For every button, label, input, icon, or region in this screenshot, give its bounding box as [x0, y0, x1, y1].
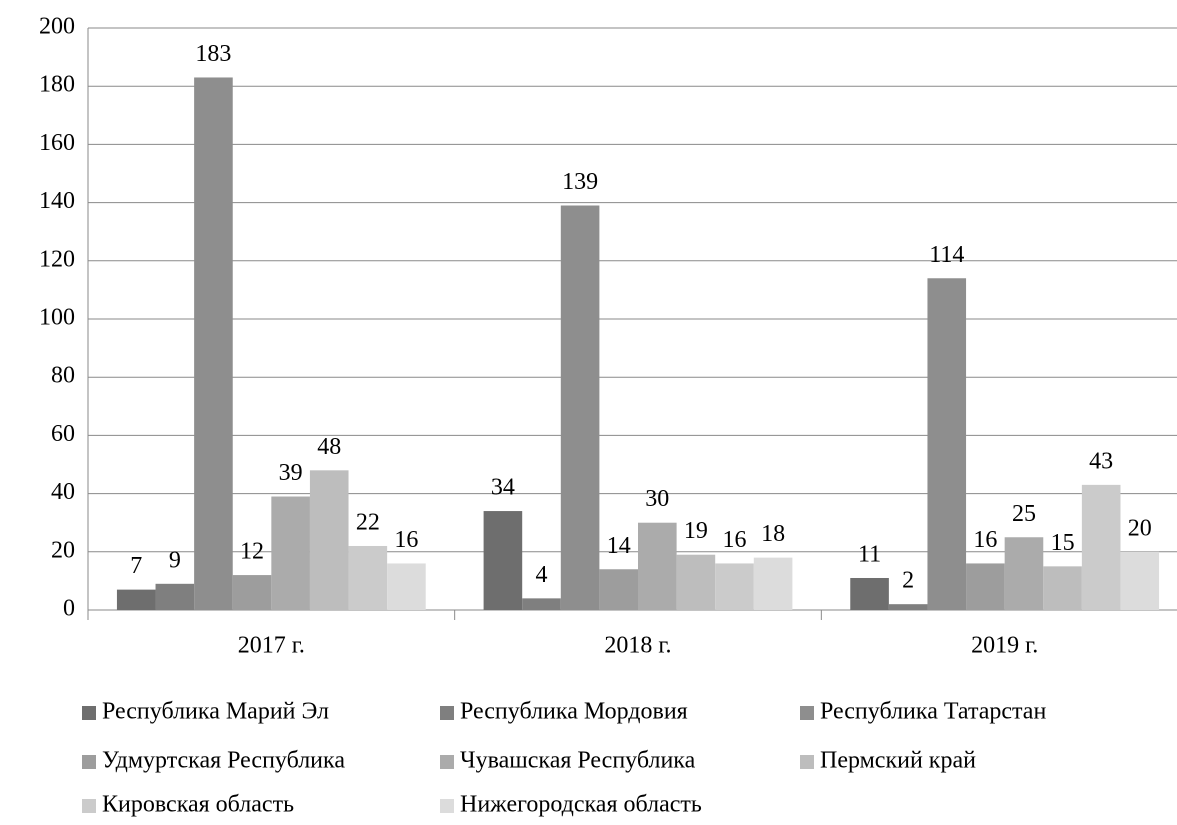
data-label: 16 [723, 527, 747, 553]
legend-swatch [800, 706, 814, 720]
legend-label: Чувашская Республика [460, 748, 696, 774]
data-label: 15 [1051, 530, 1075, 556]
bar [1081, 484, 1121, 610]
bar [1043, 566, 1082, 610]
data-label: 4 [536, 562, 548, 588]
data-label: 20 [1128, 515, 1152, 541]
x-tick-label: 2019 г. [971, 633, 1038, 659]
bar [850, 577, 889, 610]
x-tick-label: 2018 г. [604, 633, 671, 659]
bar [483, 511, 523, 610]
legend-label: Удмуртская Республика [102, 748, 345, 774]
legend-label: Республика Марий Эл [102, 699, 329, 725]
bar [599, 569, 638, 610]
y-tick-label: 60 [51, 421, 75, 447]
bar [232, 575, 272, 610]
legend-swatch [82, 755, 96, 769]
bar [309, 470, 349, 610]
bar [522, 598, 561, 610]
data-label: 7 [130, 553, 142, 579]
bar [927, 278, 967, 610]
y-tick-label: 20 [51, 537, 75, 563]
bar [753, 557, 793, 610]
data-label: 48 [317, 434, 341, 460]
y-tick-label: 160 [39, 130, 75, 156]
data-label: 2 [902, 568, 914, 594]
legend-swatch [440, 706, 454, 720]
legend-swatch [82, 799, 96, 813]
data-label: 9 [169, 547, 181, 573]
data-label: 22 [356, 509, 380, 535]
y-tick-label: 140 [39, 188, 75, 214]
data-label: 183 [195, 41, 231, 67]
data-label: 12 [240, 539, 264, 565]
data-label: 14 [607, 533, 631, 559]
y-tick-label: 120 [39, 246, 75, 272]
bar [966, 563, 1005, 610]
bar [271, 496, 310, 610]
legend-swatch [82, 706, 96, 720]
data-label: 18 [761, 521, 785, 547]
bar [676, 554, 716, 610]
y-tick-label: 200 [39, 14, 75, 40]
data-label: 30 [645, 486, 669, 512]
y-tick-label: 0 [63, 596, 75, 622]
y-tick-label: 180 [39, 72, 75, 98]
y-tick-label: 40 [51, 479, 75, 505]
legend-swatch [800, 755, 814, 769]
bar [155, 583, 195, 610]
data-label: 139 [562, 169, 598, 195]
bar [387, 563, 426, 610]
bar [1004, 537, 1044, 610]
y-tick-label: 80 [51, 363, 75, 389]
data-label: 11 [858, 541, 881, 567]
data-label: 16 [973, 527, 997, 553]
data-label: 114 [929, 242, 964, 268]
y-tick-label: 100 [39, 305, 75, 331]
data-label: 34 [491, 475, 515, 501]
bar [560, 205, 600, 610]
legend-label: Республика Мордовия [460, 699, 688, 725]
bar [888, 604, 928, 610]
x-tick-label: 2017 г. [238, 633, 305, 659]
bar [116, 589, 156, 610]
legend-swatch [440, 755, 454, 769]
data-label: 39 [279, 460, 303, 486]
bar [1120, 551, 1160, 610]
legend-label: Республика Татарстан [820, 699, 1046, 725]
bar [638, 522, 677, 610]
legend-swatch [440, 799, 454, 813]
legend-label: Нижегородская область [460, 792, 702, 818]
legend-label: Пермский край [820, 748, 976, 774]
data-label: 43 [1089, 448, 1113, 474]
bar [348, 545, 388, 610]
data-label: 16 [394, 527, 418, 553]
data-label: 25 [1012, 501, 1036, 527]
data-label: 19 [684, 518, 708, 544]
bar [715, 563, 754, 610]
legend-label: Кировская область [102, 792, 294, 818]
bar [194, 77, 233, 611]
